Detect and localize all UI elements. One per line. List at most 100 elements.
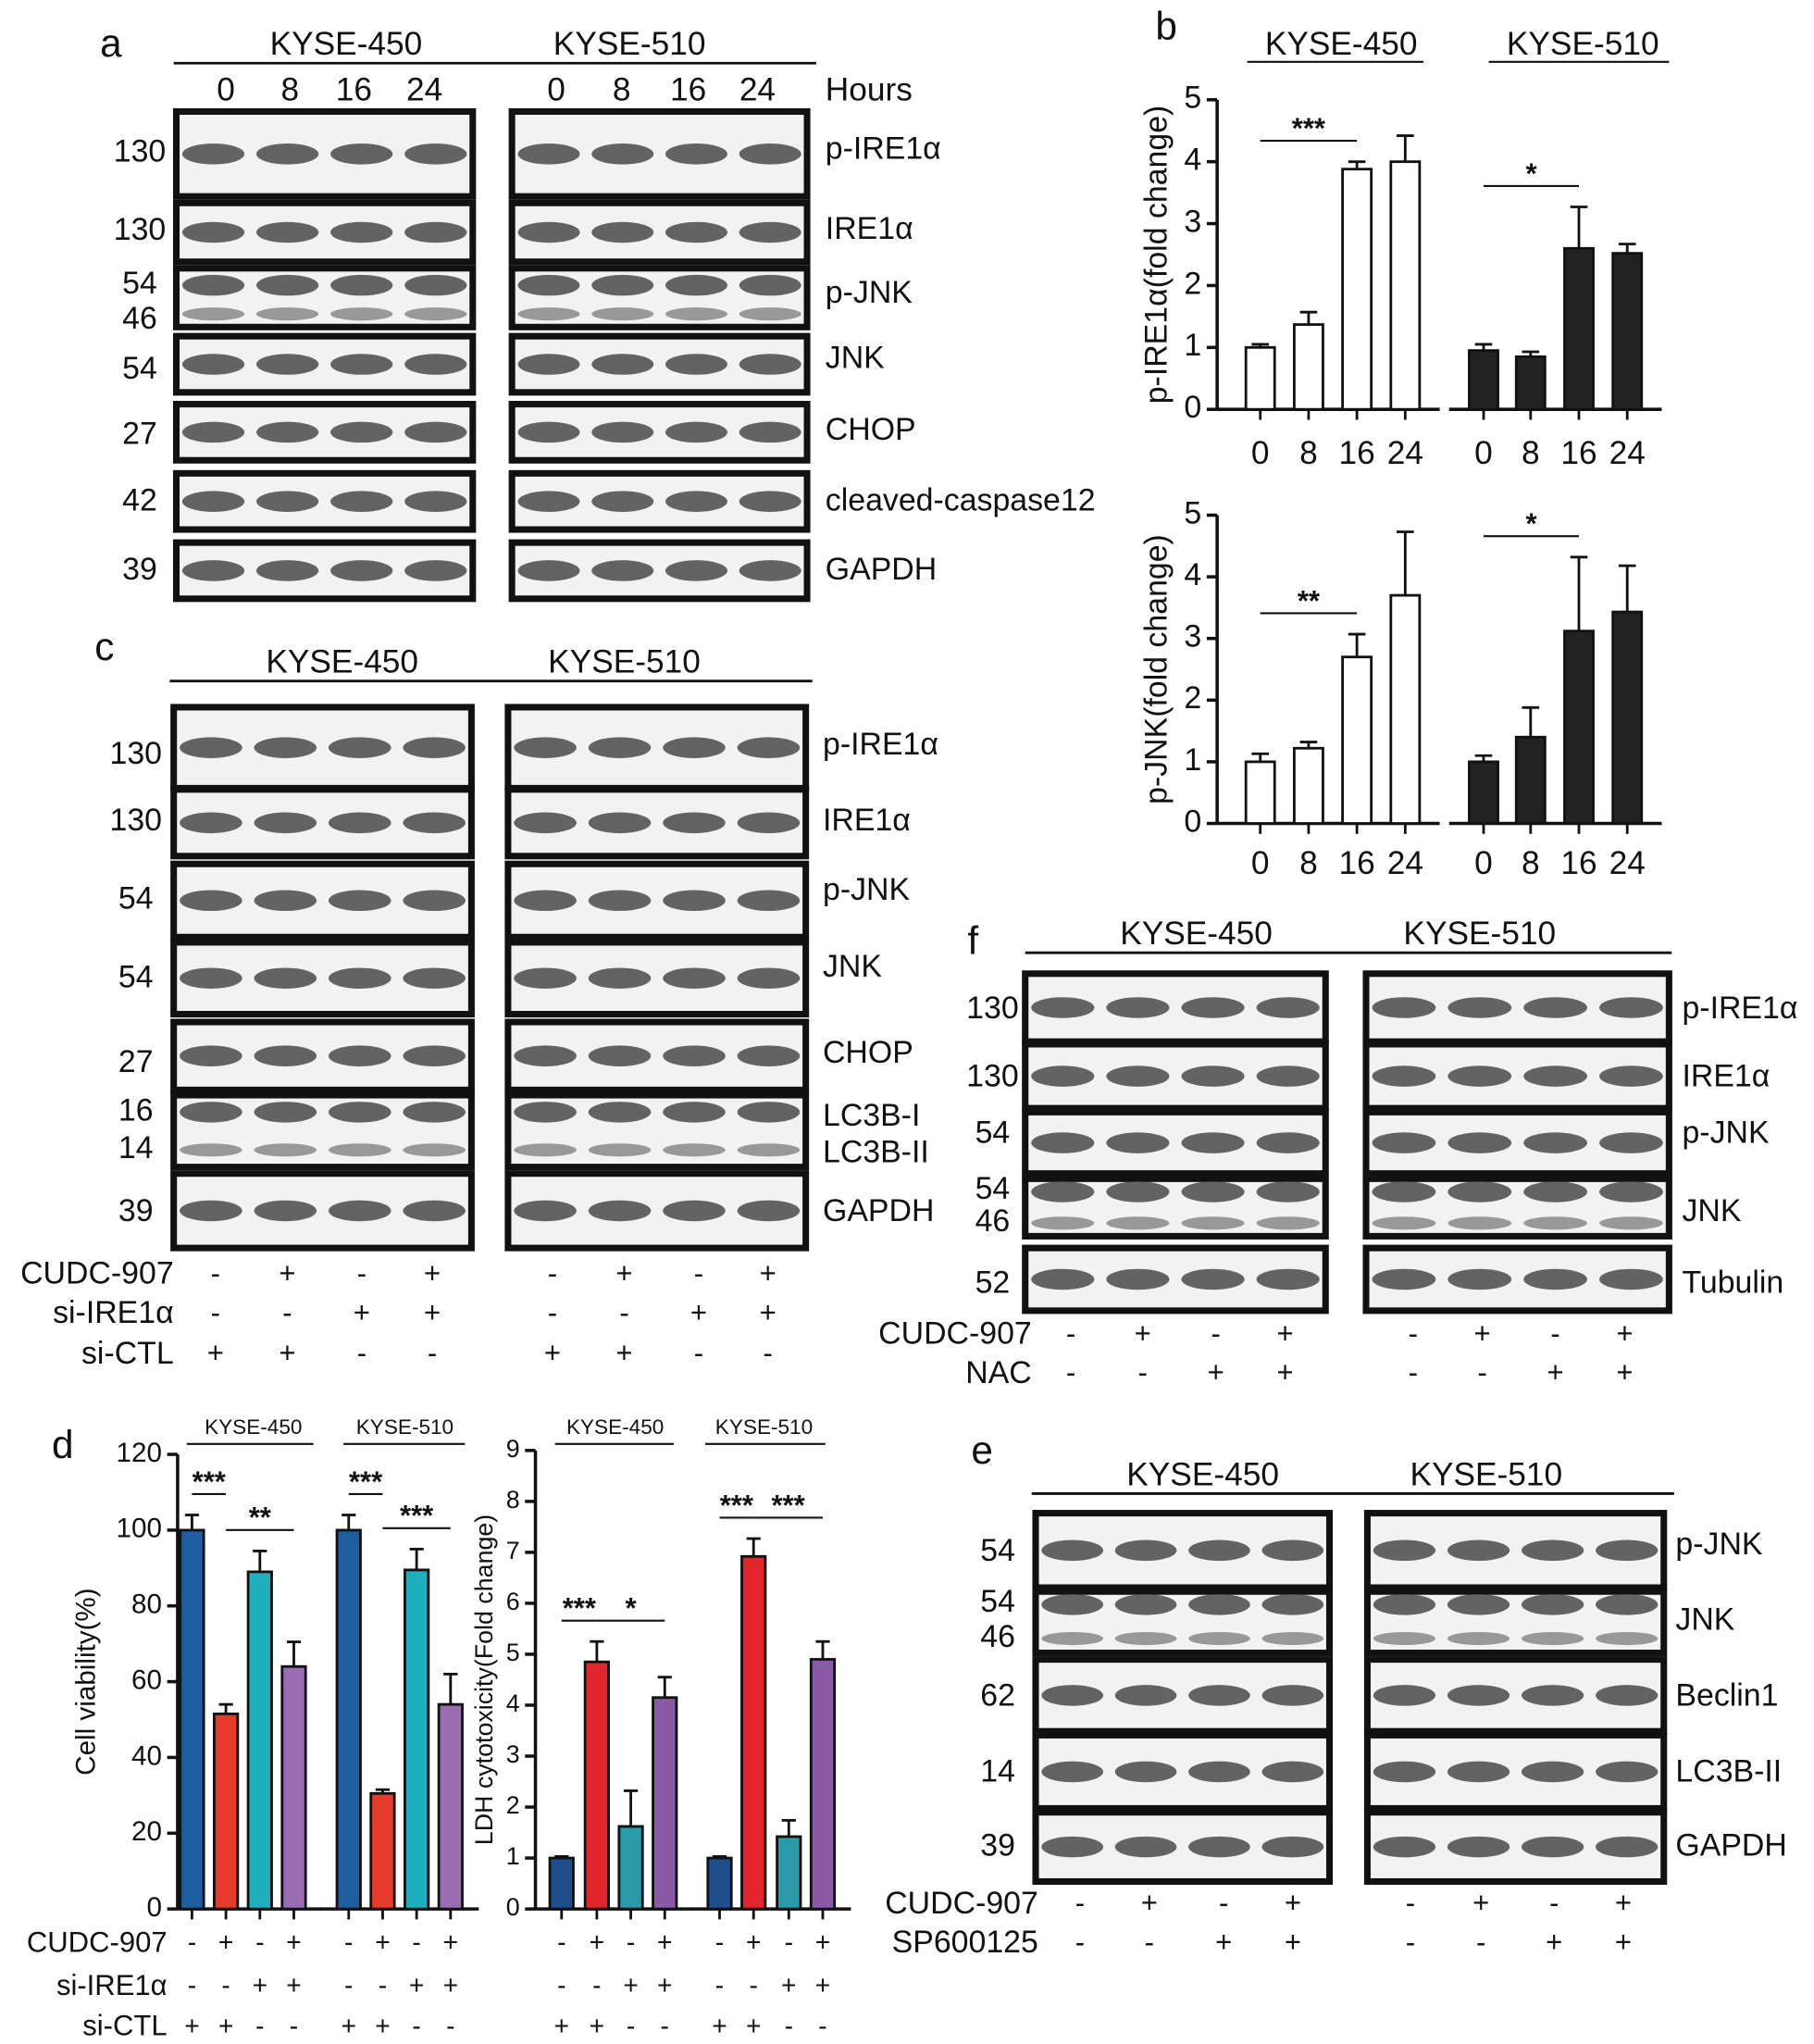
blot-band xyxy=(1106,1066,1170,1087)
treatment-sign: - xyxy=(694,1257,703,1290)
treatment-sign: + xyxy=(1208,1356,1224,1389)
treatment-sign: + xyxy=(409,1970,424,2000)
treatment-name: CUDC-907 xyxy=(878,1316,1032,1352)
y-tick-label: 8 xyxy=(506,1486,520,1514)
protein-name: CHOP xyxy=(823,1035,913,1070)
y-tick-label: 3 xyxy=(1184,204,1201,239)
treatment-sign: + xyxy=(184,2011,199,2040)
blot-band xyxy=(737,1200,801,1222)
blot-band xyxy=(1188,1836,1250,1858)
blot-band xyxy=(665,421,727,443)
blot-band xyxy=(739,221,801,243)
blot-band xyxy=(1114,1685,1177,1706)
blot-band xyxy=(1041,1761,1104,1783)
blot-band xyxy=(1599,1181,1663,1203)
lane-label: 0 xyxy=(217,72,235,108)
blot-band xyxy=(180,1200,242,1222)
molecular-weight: 14 xyxy=(980,1753,1015,1788)
blot-band xyxy=(1523,997,1587,1018)
lane-label: 0 xyxy=(547,72,565,108)
blot-band xyxy=(1373,1631,1436,1646)
blot-band xyxy=(1447,1836,1510,1858)
molecular-weight: 62 xyxy=(980,1677,1015,1713)
y-tick-label: 7 xyxy=(506,1537,520,1564)
treatment-sign: - xyxy=(1211,1317,1221,1350)
bar xyxy=(1389,593,1422,825)
cell-line-label: KYSE-510 xyxy=(1410,1456,1562,1492)
treatment-sign: + xyxy=(615,1257,632,1290)
treatment-sign: - xyxy=(1409,1317,1418,1350)
molecular-weight: 54 xyxy=(980,1533,1015,1568)
blot-band xyxy=(180,890,242,912)
treatment-sign: - xyxy=(357,1337,367,1369)
blot-band xyxy=(255,307,319,321)
blot-band xyxy=(739,421,801,443)
treatment-sign: - xyxy=(412,1927,420,1957)
treatment-sign: + xyxy=(760,1296,777,1328)
blot-band xyxy=(181,421,245,443)
blot-band xyxy=(328,812,391,834)
treatment-sign: - xyxy=(1406,1887,1415,1919)
y-tick-label: 40 xyxy=(131,1740,162,1771)
protein-name: IRE1α xyxy=(1682,1059,1770,1094)
treatment-sign: - xyxy=(1075,1887,1085,1919)
blot-band xyxy=(1523,1216,1587,1230)
blot-band xyxy=(1447,1181,1512,1203)
blot-band xyxy=(330,143,393,165)
blot-band xyxy=(180,812,242,834)
panel-letter: e xyxy=(971,1428,993,1472)
treatment-sign: + xyxy=(1135,1317,1151,1350)
treatment-sign: + xyxy=(1285,1887,1301,1919)
treatment-sign: - xyxy=(428,1337,437,1369)
blot-band xyxy=(517,307,580,321)
blot-band xyxy=(1447,997,1512,1018)
blot-band xyxy=(1372,1268,1436,1290)
treatment-name: SP600125 xyxy=(892,1925,1038,1960)
blot-band xyxy=(1596,1539,1659,1562)
x-tick-label: 0 xyxy=(1474,845,1493,881)
blot-band xyxy=(1373,1594,1436,1615)
treatment-sign: + xyxy=(342,2011,356,2040)
blot-band xyxy=(588,737,652,758)
protein-name: JNK xyxy=(1682,1193,1741,1228)
treatment-sign: - xyxy=(446,2011,454,2040)
blot-band xyxy=(1447,1066,1512,1087)
treatment-sign: - xyxy=(1477,1356,1486,1389)
blot-band xyxy=(1521,1836,1584,1858)
protein-name: p-JNK xyxy=(823,872,910,907)
blot-band xyxy=(737,1045,801,1066)
y-tick-label: 0 xyxy=(506,1893,520,1921)
treatment-sign: + xyxy=(815,1970,830,2000)
y-tick-label: 5 xyxy=(1184,495,1201,530)
x-tick-label: 24 xyxy=(1609,845,1646,881)
blot-band xyxy=(517,560,580,581)
group-label: KYSE-450 xyxy=(566,1415,664,1439)
blot-band xyxy=(255,143,319,165)
blot-band xyxy=(1523,1181,1587,1203)
treatment-sign: - xyxy=(557,1970,565,2000)
blot-band xyxy=(588,1200,652,1222)
bar xyxy=(1563,629,1595,825)
significance-label: ** xyxy=(249,1502,272,1534)
protein-name: p-JNK xyxy=(826,275,913,310)
x-tick-label: 8 xyxy=(1299,435,1318,471)
blot-band xyxy=(404,307,467,321)
group-label: KYSE-450 xyxy=(205,1415,302,1439)
blot-band xyxy=(403,1102,466,1123)
blot-band xyxy=(1599,997,1663,1018)
blot-band xyxy=(1031,1132,1095,1153)
blot-band xyxy=(1031,1268,1095,1290)
blot-band xyxy=(665,274,727,296)
treatment-sign: - xyxy=(548,1296,557,1328)
blot-band xyxy=(1114,1594,1177,1615)
blot-band xyxy=(591,421,654,443)
blot-band xyxy=(665,143,727,165)
blot-band xyxy=(514,890,577,912)
treatment-sign: - xyxy=(1549,1887,1559,1919)
blot-band xyxy=(181,221,245,243)
treatment-sign: + xyxy=(657,1970,672,2000)
treatment-sign: + xyxy=(375,1927,390,1957)
blot-band xyxy=(254,1200,317,1222)
protein-name: p-IRE1α xyxy=(826,131,941,167)
